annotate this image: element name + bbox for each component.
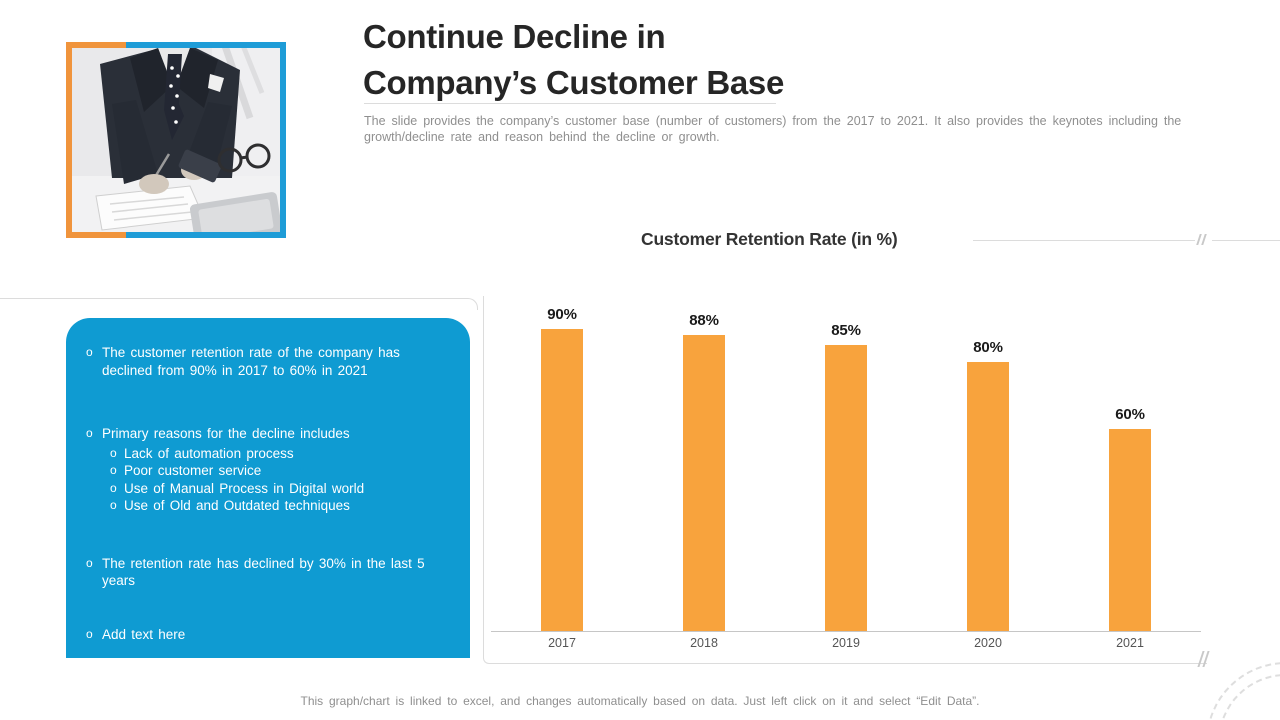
bar-value-label: 90% [547, 306, 577, 323]
bullet-item: o Add text here [82, 626, 448, 644]
x-axis-label: 2017 [548, 636, 576, 650]
businessman-photo [72, 48, 280, 232]
bullet-marker: o [110, 445, 117, 460]
x-axis-labels: 2017 2018 2019 2020 2021 [491, 636, 1201, 650]
bar-value-label: 80% [973, 339, 1003, 356]
bar-2017[interactable] [541, 329, 583, 631]
bullet-text: The customer retention rate of the compa… [102, 345, 400, 378]
bar-value-label: 85% [831, 322, 861, 339]
bullet-marker: o [86, 426, 93, 440]
sub-bullet-text: Use of Manual Process in Digital world [124, 480, 365, 496]
bar-value-label: 60% [1115, 406, 1145, 423]
rule-break-tick [1196, 234, 1206, 245]
page-title: Continue Decline in Company’s Customer B… [363, 14, 784, 106]
x-axis-label: 2018 [690, 636, 718, 650]
bar-slot: 80% [917, 296, 1059, 631]
left-panel-border [0, 298, 478, 310]
x-axis-label: 2020 [974, 636, 1002, 650]
title-line-2: Company’s Customer Base [363, 64, 785, 101]
title-line-1: Continue Decline in [363, 18, 666, 55]
notes-panel[interactable]: o The customer retention rate of the comp… [66, 318, 470, 658]
chart-title-rule [973, 240, 1195, 241]
bullet-item: o The retention rate has declined by 30% … [82, 555, 448, 590]
sub-bullet-item: o Lack of automation process [106, 445, 448, 463]
sub-bullet-text: Poor customer service [124, 463, 262, 478]
bar-slot: 90% [491, 296, 633, 631]
bar-slot: 85% [775, 296, 917, 631]
bullet-marker: o [110, 463, 117, 477]
bar-2020[interactable] [967, 362, 1009, 631]
panel-border-tick [1197, 651, 1209, 667]
title-underline [364, 103, 776, 104]
bullet-marker: o [110, 498, 117, 512]
sub-bullet-text: Lack of automation process [124, 445, 294, 461]
businessman-photo-illustration [72, 48, 280, 232]
bullet-text: The retention rate has declined by 30% i… [102, 555, 425, 589]
bullet-marker: o [86, 626, 93, 641]
bar-chart-plot[interactable]: 90% 88% 85% 80% 60% [491, 296, 1201, 632]
bullet-marker: o [86, 345, 93, 359]
bullet-item: o The customer retention rate of the comp… [82, 344, 448, 379]
bar-slot: 88% [633, 296, 775, 631]
x-axis-label: 2021 [1116, 636, 1144, 650]
bullet-item: o Primary reasons for the decline include… [82, 425, 448, 515]
sub-bullet-text: Use of Old and Outdated techniques [124, 498, 350, 513]
bullet-text: Add text here [102, 626, 186, 642]
bar-2021[interactable] [1109, 429, 1151, 631]
chart-title-rule-end [1212, 240, 1280, 241]
bullet-list: o The customer retention rate of the comp… [82, 344, 448, 643]
bullet-marker: o [110, 480, 117, 495]
sub-bullet-item: o Poor customer service [106, 462, 448, 480]
chart-title: Customer Retention Rate (in %) [641, 229, 898, 249]
chart-panel[interactable]: 90% 88% 85% 80% 60% 2017 2018 2019 2020 2021 [483, 296, 1207, 664]
x-axis-label: 2019 [832, 636, 860, 650]
sub-bullet-item: o Use of Manual Process in Digital world [106, 480, 448, 498]
bar-2018[interactable] [683, 335, 725, 631]
sub-bullet-item: o Use of Old and Outdated techniques [106, 497, 448, 515]
footer-note: This graph/chart is linked to excel, and… [300, 694, 980, 708]
slide-subtitle: The slide provides the company’s custome… [364, 114, 1182, 144]
bullet-text: Primary reasons for the decline includes [102, 426, 350, 441]
bar-slot: 60% [1059, 296, 1201, 631]
sub-bullet-list: o Lack of automation process o Poor custome… [106, 445, 448, 515]
bullet-marker: o [86, 555, 93, 570]
bar-2019[interactable] [825, 345, 867, 631]
bar-value-label: 88% [689, 312, 719, 329]
